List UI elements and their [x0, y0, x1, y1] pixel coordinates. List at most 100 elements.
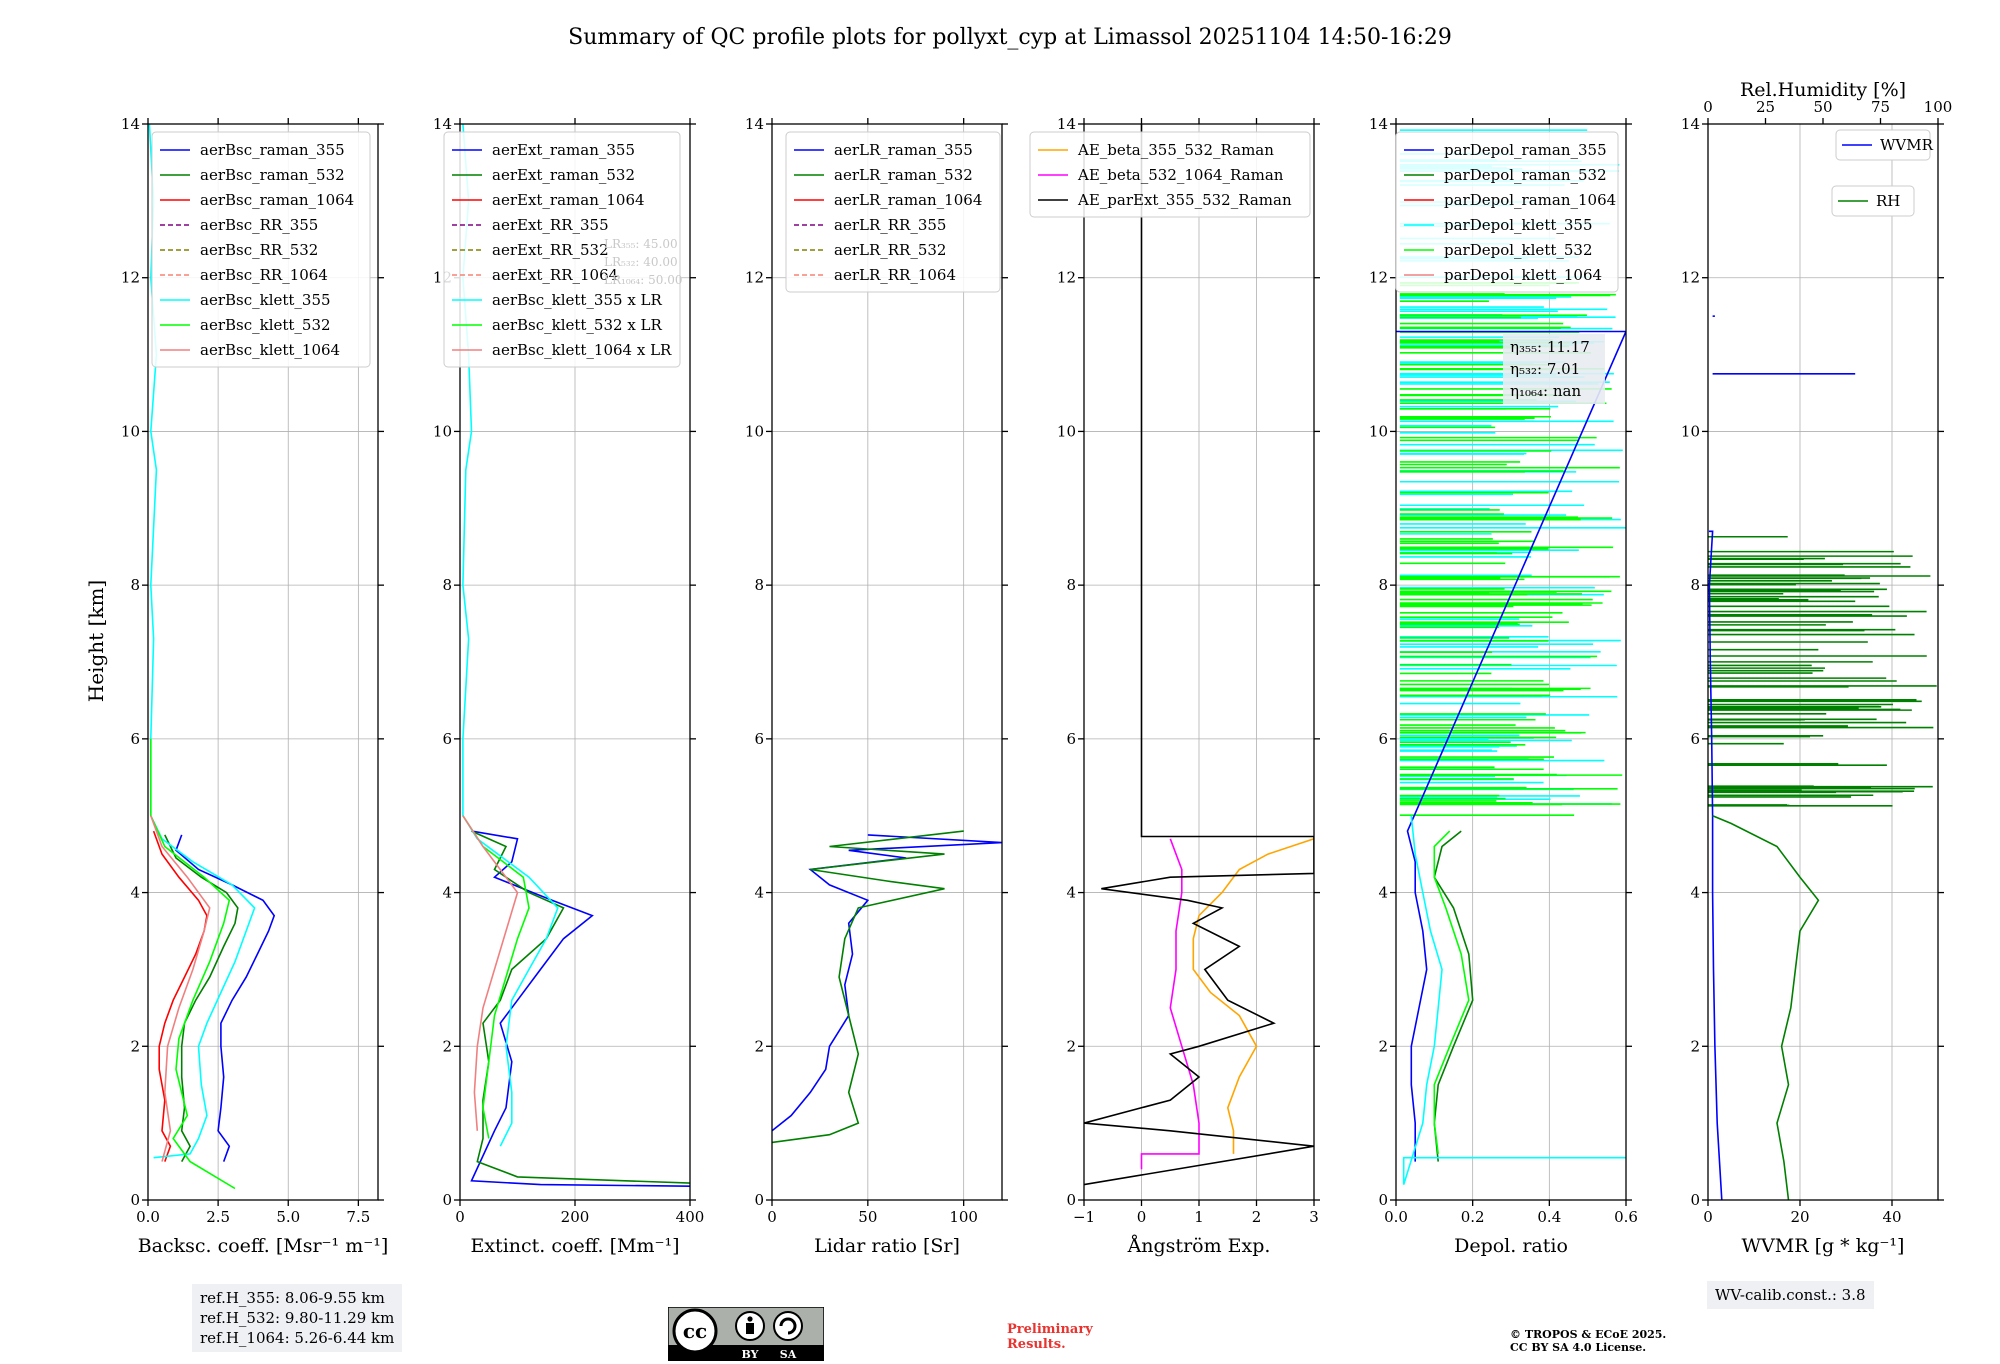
series-line-aerExt_raman_532	[471, 830, 690, 1184]
y-tick-label: 10	[1369, 422, 1388, 440]
series-line-parDepol_raman_355	[1396, 330, 1626, 1162]
preliminary-line-1: Preliminary	[1007, 1322, 1093, 1337]
legend-label: aerLR_raman_532	[834, 166, 973, 184]
y-tick-label: 12	[1369, 269, 1388, 287]
y-tick-label: 14	[745, 115, 764, 133]
legend-label: aerBsc_RR_1064	[200, 266, 328, 284]
y-tick-label: 6	[1378, 730, 1388, 748]
y-tick-label: 6	[754, 730, 764, 748]
x-tick-label: 1	[1194, 1208, 1204, 1226]
legend-label: parDepol_raman_355	[1444, 141, 1607, 159]
y-tick-label: 14	[1681, 115, 1700, 133]
legend-label: aerBsc_klett_532 x LR	[492, 316, 663, 334]
y-tick-label: 4	[1378, 884, 1388, 902]
y-tick-label: 2	[754, 1037, 764, 1055]
x2-tick-label: 75	[1871, 98, 1890, 116]
legend-label: aerLR_RR_355	[834, 216, 946, 234]
copyright-note: © TROPOS & ECoE 2025. CC BY SA 4.0 Licen…	[1510, 1328, 1666, 1354]
y-tick-label: 10	[121, 422, 140, 440]
ref-height-1064: ref.H_1064: 5.26-6.44 km	[200, 1329, 395, 1347]
data-group	[772, 830, 1002, 1144]
x-tick-label: 5.0	[276, 1208, 300, 1226]
legend-label: aerBsc_klett_355 x LR	[492, 291, 663, 309]
legend-label: aerBsc_raman_355	[200, 141, 345, 159]
y-tick-label: 14	[1369, 115, 1388, 133]
y-tick-label: 8	[1378, 576, 1388, 594]
series-line-aerBsc_klett_532	[150, 738, 236, 1190]
data-group	[148, 124, 276, 1190]
y-tick-label: 6	[442, 730, 452, 748]
legend-label: aerBsc_raman_1064	[200, 191, 354, 209]
series-line-aerBsc_klett_355	[148, 124, 256, 1159]
legend-label: aerBsc_klett_1064 x LR	[492, 341, 672, 359]
data-group	[1084, 124, 1314, 1186]
x-axis-label: Lidar ratio [Sr]	[814, 1235, 960, 1257]
x2-tick-label: 0	[1703, 98, 1713, 116]
legend-box	[151, 131, 371, 368]
y-tick-label: 0	[1066, 1191, 1076, 1209]
ref-height-355: ref.H_355: 8.06-9.55 km	[200, 1289, 385, 1307]
x-axis-label: Ångström Exp.	[1127, 1235, 1271, 1257]
x2-tick-label: 25	[1756, 98, 1775, 116]
x-axis-label: WVMR [g * kg⁻¹]	[1742, 1235, 1905, 1257]
x-tick-label: 7.5	[346, 1208, 370, 1226]
x-tick-label: 0	[1703, 1208, 1713, 1226]
series-line-aerBsc_klett_1064	[150, 815, 211, 1162]
legend-label: aerLR_raman_355	[834, 141, 973, 159]
y-tick-label: 4	[1690, 884, 1700, 902]
legend-label: parDepol_klett_532	[1444, 241, 1593, 259]
series-line-parDepol_klett_355	[1402, 815, 1626, 1185]
cc-logo-icon	[672, 1308, 718, 1354]
series-line-aerBsc_raman_532	[164, 834, 239, 1162]
axes-frame	[1395, 123, 1627, 1201]
legend-label: parDepol_klett_355	[1444, 216, 1593, 234]
x-tick-label: 0.2	[1461, 1208, 1485, 1226]
legend-label: aerExt_RR_355	[492, 216, 609, 234]
axes-frame	[771, 123, 1003, 1201]
x-tick-label: 0	[455, 1208, 465, 1226]
ref-height-532: ref.H_532: 9.80-11.29 km	[200, 1309, 395, 1327]
series-line-aerLR_raman_355	[772, 834, 1002, 1132]
legend-label: aerExt_raman_532	[492, 166, 635, 184]
legend-label: aerBsc_klett_1064	[200, 341, 340, 359]
x-tick-label: 40	[1882, 1208, 1901, 1226]
y-tick-label: 14	[433, 115, 452, 133]
legend-label: aerLR_RR_532	[834, 241, 946, 259]
preliminary-line-2: Results.	[1007, 1337, 1066, 1352]
x-tick-label: 100	[949, 1208, 978, 1226]
copyright-line-1: © TROPOS & ECoE 2025.	[1510, 1328, 1667, 1341]
data-group	[1708, 315, 1937, 1200]
sa-label: SA	[780, 1348, 797, 1361]
x-axis-label: Depol. ratio	[1454, 1235, 1568, 1257]
wv-calibration-constant: WV-calib.const.: 3.8	[1715, 1286, 1866, 1304]
panel-lr: 0 50 100 0 2 4 6 8 10 12 14 Lidar ratio [Sr] aerLR_r…	[745, 115, 1008, 1257]
y-tick-label: 10	[1681, 422, 1700, 440]
y-tick-label: 8	[1066, 576, 1076, 594]
data-group	[1396, 129, 1626, 1185]
panel-bsc: 0.0 2.5 5.0 7.5 0 2 4 6 8 10 12 14 Backsc. coeff. [M…	[121, 115, 388, 1257]
series-line-AE_beta_532_1064_Raman	[1140, 838, 1200, 1170]
x-tick-label: 2	[1252, 1208, 1262, 1226]
legend-label: aerExt_raman_355	[492, 141, 635, 159]
y-tick-label: 8	[442, 576, 452, 594]
y-tick-label: 2	[130, 1037, 140, 1055]
y-tick-label: 2	[1066, 1037, 1076, 1055]
y-tick-label: 10	[745, 422, 764, 440]
y-tick-label: 4	[1066, 884, 1076, 902]
legend-box	[1395, 131, 1619, 293]
y-tick-label: 4	[442, 884, 452, 902]
legend-label: RH	[1876, 192, 1900, 210]
series-line-aerBsc_raman_355	[175, 834, 276, 1162]
share-alike-icon	[773, 1311, 803, 1341]
series-line-aerExt_raman_355	[470, 830, 690, 1187]
legend-label: parDepol_klett_1064	[1444, 266, 1602, 284]
x2-tick-label: 100	[1924, 98, 1953, 116]
x-tick-label: 50	[858, 1208, 877, 1226]
axes-frame	[147, 123, 379, 1201]
lidar-ratio-annotation: LR₅₃₂: 40.00	[604, 255, 678, 269]
x-axis-label: Extinct. coeff. [Mm⁻¹]	[470, 1235, 679, 1257]
y-tick-label: 0	[130, 1191, 140, 1209]
data-group	[462, 124, 690, 1187]
y-tick-label: 2	[1690, 1037, 1700, 1055]
